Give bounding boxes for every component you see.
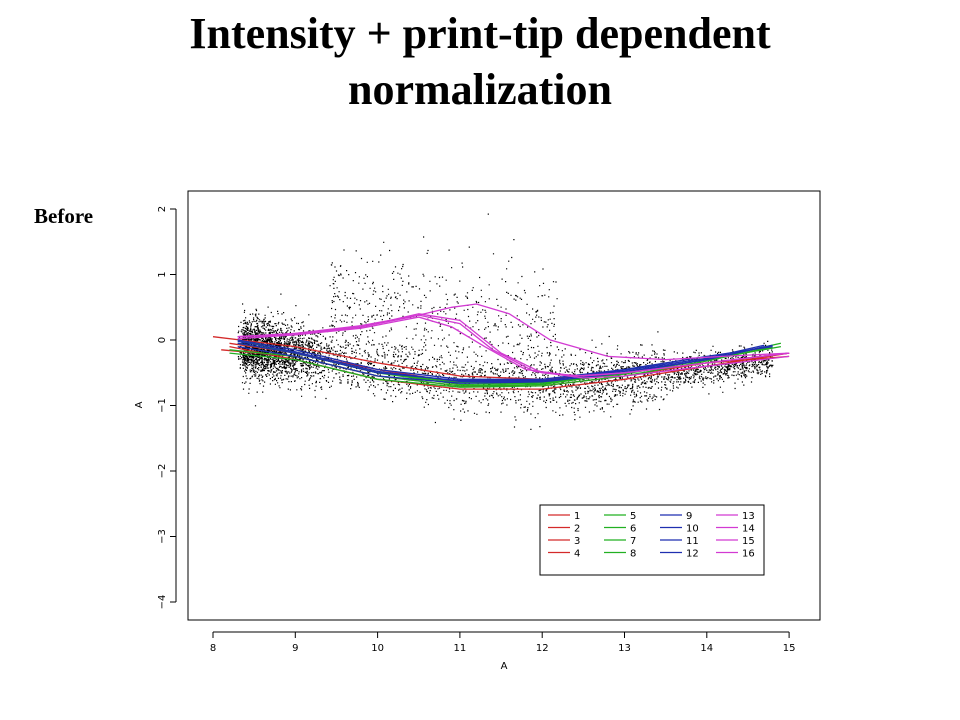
before-label: Before: [34, 204, 94, 228]
slide-title-line-1: Intensity + print-tip dependent: [189, 9, 771, 58]
y-tick-label: −2: [157, 464, 168, 479]
scatter-points: [237, 213, 774, 430]
y-tick-label: 2: [157, 206, 168, 212]
legend-label-10: 10: [686, 524, 699, 535]
legend-label-5: 5: [630, 511, 636, 522]
x-tick-label: 15: [783, 643, 796, 654]
series-line-16: [237, 314, 790, 379]
legend-label-3: 3: [574, 536, 580, 547]
x-tick-label: 8: [210, 643, 216, 654]
y-tick-label: −1: [157, 398, 168, 413]
x-axis-title: A: [501, 661, 508, 672]
legend-label-13: 13: [742, 511, 755, 522]
legend-label-7: 7: [630, 536, 636, 547]
series-line-11: [237, 345, 765, 384]
legend-label-1: 1: [574, 511, 580, 522]
series-line-15: [237, 316, 790, 377]
slide-title-line-2: normalization: [348, 65, 612, 114]
y-tick-label: −3: [157, 529, 168, 544]
legend-label-8: 8: [630, 549, 636, 560]
y-tick-label: 0: [157, 337, 168, 343]
series-line-7: [229, 345, 773, 388]
x-tick-label: 11: [454, 643, 467, 654]
loess-curves: [212, 303, 790, 390]
legend-label-6: 6: [630, 524, 636, 535]
x-tick-label: 14: [700, 643, 713, 654]
y-tick-label: 1: [157, 271, 168, 277]
legend-label-2: 2: [574, 524, 580, 535]
legend-label-9: 9: [686, 511, 692, 522]
legend-label-14: 14: [742, 524, 755, 535]
x-tick-label: 12: [536, 643, 549, 654]
y-tick-label: −4: [157, 595, 168, 610]
legend-label-16: 16: [742, 549, 755, 560]
legend-label-4: 4: [574, 549, 580, 560]
x-tick-label: 13: [618, 643, 631, 654]
slide-title: Intensity + print-tip dependent normaliz…: [0, 6, 960, 118]
legend-label-11: 11: [686, 536, 699, 547]
y-axis-title: A: [134, 401, 145, 408]
legend-label-15: 15: [742, 536, 755, 547]
x-tick-label: 10: [371, 643, 384, 654]
series-line-12: [237, 340, 765, 382]
x-tick-label: 9: [292, 643, 298, 654]
plot-frame: [187, 190, 821, 621]
legend-label-12: 12: [686, 549, 699, 560]
scatter-point-cloud: [237, 213, 774, 430]
